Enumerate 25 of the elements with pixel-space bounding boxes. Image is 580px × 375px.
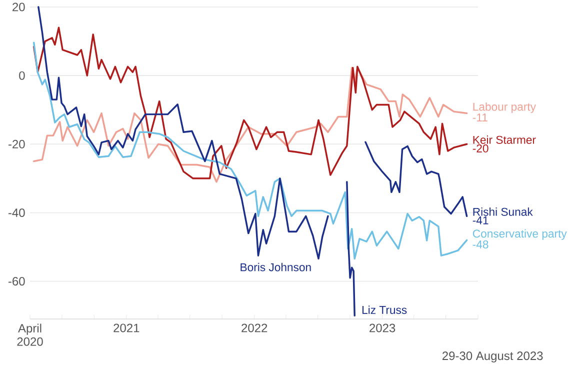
line-series [346, 180, 356, 316]
x-tick-label: 2023 [370, 324, 396, 332]
series-label: Boris Johnson [240, 262, 311, 272]
line-series [32, 26, 468, 180]
annotation: -48 [472, 240, 488, 248]
y-tick-label: -40 [8, 208, 25, 217]
y-tick-label: -60 [8, 277, 25, 286]
text: 29-30 August 2023 [442, 352, 543, 362]
x-tick-label: 2021 [114, 324, 140, 332]
series-label: Rishi Sunak [473, 208, 533, 216]
annotation: -11 [472, 114, 488, 122]
series-label: Liz Truss [362, 306, 407, 314]
x-tick-label: April 2020 [17, 324, 43, 346]
y-tick-label: 0 [19, 71, 25, 80]
y-tick-label: -20 [8, 140, 25, 148]
line-series [32, 66, 468, 183]
series-label: Conservative party [472, 229, 567, 240]
annotation: -41 [472, 216, 488, 224]
line-series [364, 141, 468, 218]
annotation: -20 [472, 144, 488, 152]
y-tick-label: 20 [12, 2, 25, 12]
series-label: Keir Starmer [473, 136, 536, 144]
series-label: Labour party [473, 102, 536, 114]
x-tick-label: 2022 [242, 324, 268, 332]
line-series [38, 6, 329, 260]
